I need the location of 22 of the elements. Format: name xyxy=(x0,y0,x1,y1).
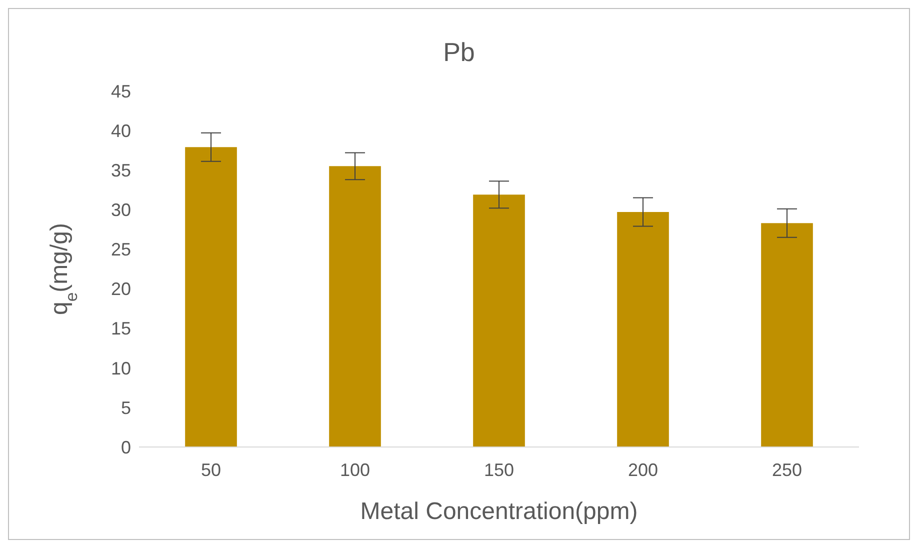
y-tick-label: 20 xyxy=(110,279,131,300)
bar xyxy=(185,147,237,447)
bar xyxy=(761,223,813,447)
y-tick-label: 5 xyxy=(120,398,131,418)
x-tick-label: 250 xyxy=(772,460,802,480)
x-tick-label: 50 xyxy=(200,460,222,480)
bar xyxy=(617,212,669,447)
y-tick-label: 0 xyxy=(120,437,131,458)
bar xyxy=(473,194,525,447)
x-tick-label: 200 xyxy=(628,460,658,480)
y-tick-label: 35 xyxy=(110,160,131,180)
y-tick-label: 30 xyxy=(110,200,131,220)
x-tick-label: 100 xyxy=(340,460,370,480)
y-tick-label: 10 xyxy=(110,358,131,378)
x-axis-title: Metal Concentration(ppm) xyxy=(360,498,638,525)
bar xyxy=(329,166,381,447)
y-tick-label: 15 xyxy=(110,318,131,339)
y-tick-label: 25 xyxy=(110,240,131,260)
x-tick-label: 150 xyxy=(484,460,514,480)
chart-title: Pb xyxy=(442,36,476,69)
y-tick-label: 45 xyxy=(110,81,131,102)
y-tick-label: 40 xyxy=(110,120,131,141)
